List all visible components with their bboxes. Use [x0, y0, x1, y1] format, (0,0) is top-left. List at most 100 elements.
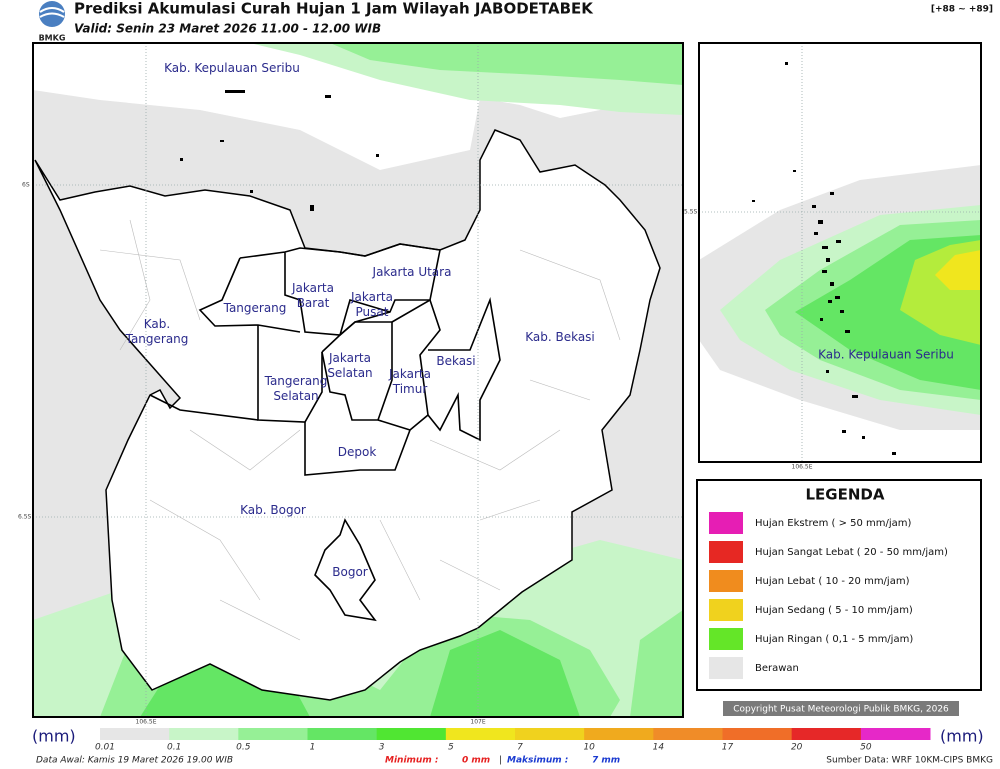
region-label-line: Tangerang	[264, 374, 328, 388]
region-label-line: Tangerang	[125, 332, 189, 346]
region-label: Kab. Bekasi	[525, 330, 595, 344]
region-label: Kab. Tangerang	[125, 317, 189, 346]
title: Prediksi Akumulasi Curah Hujan 1 Jam Wil…	[74, 0, 594, 18]
legend-swatch	[709, 599, 743, 621]
region-label: Tangerang Selatan	[264, 374, 328, 403]
colorbar-segment	[376, 728, 447, 740]
region-label: Bekasi	[436, 354, 475, 368]
rain-area	[330, 43, 683, 85]
colorbar-tick-label: 20	[791, 743, 803, 753]
legend-label: Hujan Sangat Lebat ( 20 - 50 mm/jam)	[755, 547, 948, 558]
min-label: Minimum :	[385, 756, 438, 766]
data-awal: Data Awal: Kamis 19 Maret 2026 19.00 WIB	[36, 756, 233, 766]
forecast-range: [+88 ~ +89]	[931, 5, 993, 15]
legend-title: LEGENDA	[806, 486, 885, 504]
legend-swatch	[709, 628, 743, 650]
valid-time: Valid: Senin 23 Maret 2026 11.00 - 12.00…	[74, 22, 381, 36]
region-label-line: Jakarta	[328, 351, 371, 365]
main-map: Kab. Kepulauan Seribu Jakarta Utara Jakart…	[18, 42, 684, 726]
legend-swatch	[709, 541, 743, 563]
colorbar-tick-label: 0.1	[167, 743, 181, 753]
legend-label: Hujan Lebat ( 10 - 20 mm/jam)	[755, 576, 910, 587]
region-label: Tangerang	[223, 301, 287, 315]
inset-map: Kab. Kepulauan Seribu 5.5S 106.5E	[684, 42, 982, 471]
colorbar-segment	[515, 728, 585, 740]
colorbar-tick-label: 1	[310, 743, 316, 753]
region-label: Bogor	[332, 565, 368, 579]
logo-text: BMKG	[39, 34, 66, 43]
lat-label: 5.5S	[684, 209, 698, 216]
colorbar-unit: (mm)	[32, 727, 76, 746]
colorbar-segment	[722, 728, 793, 740]
region-label-line: Selatan	[273, 389, 318, 403]
region-label-line: Jakarta	[350, 290, 393, 304]
region-label: Jakarta Barat	[291, 281, 334, 310]
legend-swatch	[709, 512, 743, 534]
lon-label: 107E	[470, 719, 485, 726]
rain-area	[140, 630, 580, 717]
region-label-line: Kab. Bekasi	[525, 330, 595, 344]
region-label-line: Jakarta Utara	[372, 265, 452, 279]
colorbar-segment	[238, 728, 308, 740]
colorbar-segment	[584, 728, 654, 740]
colorbar-tick-label: 5	[448, 743, 454, 753]
region-label-line: Pusat	[356, 305, 389, 319]
lat-label: 6S	[22, 182, 30, 189]
region-label: Kab. Bogor	[240, 503, 306, 517]
colorbar-tick-label: 50	[860, 743, 872, 753]
islands	[180, 90, 379, 211]
legend-label: Hujan Sedang ( 5 - 10 mm/jam)	[755, 605, 913, 616]
colorbar-segment	[307, 728, 378, 740]
region-label-line: Jakarta	[388, 367, 431, 381]
colorbar-segment	[445, 728, 516, 740]
rain-area	[630, 610, 683, 717]
region-label: Jakarta Utara	[372, 265, 452, 279]
region-label-line: Selatan	[327, 366, 372, 380]
colorbar: (mm) (mm) 0.01 0.1 0.5 1 3 5 7 10 14 17 20 50	[32, 727, 984, 753]
legend-label: Berawan	[755, 663, 799, 674]
region-label-line: Kab. Bogor	[240, 503, 306, 517]
region-label: Jakarta Selatan	[327, 351, 372, 380]
colorbar-tick-label: 0.5	[236, 743, 251, 753]
region-label-line: Depok	[338, 445, 377, 459]
colorbar-tick-label: 7	[517, 743, 523, 753]
region-label-line: Kab. Kepulauan Seribu	[164, 61, 300, 75]
region-label-line: Bogor	[332, 565, 368, 579]
colorbar-segment	[860, 728, 931, 740]
lon-label: 106.5E	[136, 719, 157, 726]
region-label: Jakarta Timur	[388, 367, 431, 396]
colorbar-segment	[169, 728, 239, 740]
colorbar-segment	[791, 728, 862, 740]
region-label-line: Barat	[297, 296, 330, 310]
region-label-line: Tangerang	[223, 301, 287, 315]
colorbar-tick-label: 0.01	[95, 743, 115, 753]
colorbar-tick-label: 3	[379, 743, 385, 753]
legend-swatch	[709, 570, 743, 592]
lat-label: 6.5S	[18, 514, 32, 521]
inset-label: Kab. Kepulauan Seribu	[818, 348, 954, 362]
region-label: Kab. Kepulauan Seribu	[164, 61, 300, 75]
separator: |	[499, 756, 502, 766]
graticule	[33, 43, 683, 717]
region-label: Depok	[338, 445, 377, 459]
legend-label: Hujan Ringan ( 0,1 - 5 mm/jam)	[755, 634, 913, 645]
colorbar-tick-label: 10	[583, 743, 595, 753]
region-label-line: Jakarta	[291, 281, 334, 295]
legend-swatch	[709, 657, 743, 679]
source: Sumber Data: WRF 10KM-CIPS BMKG	[826, 756, 993, 766]
legend-label: Hujan Ekstrem ( > 50 mm/jam)	[755, 518, 912, 529]
min-value: 0 mm	[462, 756, 490, 766]
region-label-line: Timur	[392, 382, 428, 396]
colorbar-segment	[100, 728, 170, 740]
colorbar-segment	[653, 728, 723, 740]
legend: LEGENDA Hujan Ekstrem ( > 50 mm/jam) Huja…	[696, 479, 982, 691]
admin-boundaries	[149, 243, 501, 622]
colorbar-tick-label: 17	[722, 743, 734, 753]
region-label-line: Bekasi	[436, 354, 475, 368]
bmkg-logo: BMKG	[39, 1, 66, 43]
copyright: Copyright Pusat Meteorologi Publik BMKG,…	[733, 705, 949, 715]
max-label: Maksimum :	[507, 756, 568, 766]
colorbar-tick-label: 14	[653, 743, 665, 753]
colorbar-unit: (mm)	[940, 727, 984, 746]
